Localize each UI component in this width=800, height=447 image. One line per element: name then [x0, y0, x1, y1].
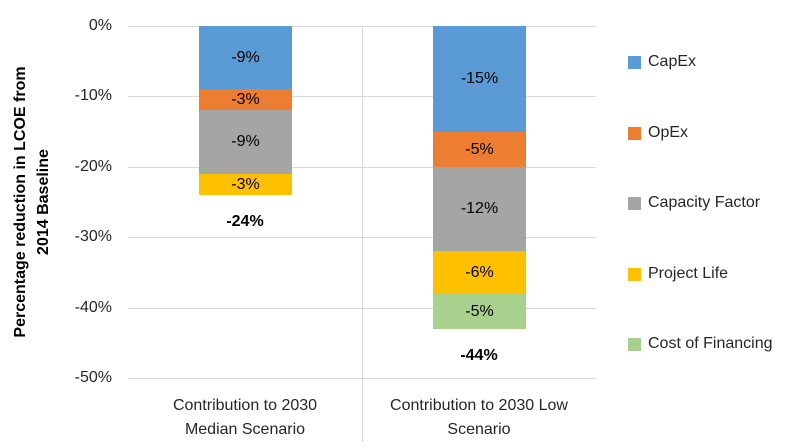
segment-label: -15% [460, 70, 499, 87]
bar-segment-capex: -15% [433, 26, 526, 132]
bar-segment-capex: -9% [199, 26, 292, 89]
legend-swatch [628, 267, 641, 281]
legend-label: CapEx [648, 53, 697, 70]
y-tick-label: -40% [74, 299, 112, 316]
y-tick-label: -50% [74, 369, 112, 386]
segment-label: -5% [465, 302, 494, 320]
bar-total-label: -24% [226, 213, 264, 230]
bar-segment-project-life: -6% [433, 251, 526, 294]
x-axis-category-label-line: Contribution to 2030 [172, 397, 318, 414]
segment-label: -9% [231, 48, 260, 66]
x-axis-category-label-line: Scenario [447, 421, 511, 438]
category-divider [362, 26, 363, 442]
y-tick-label: -20% [74, 158, 112, 175]
legend-label: Cost of Financing [648, 335, 773, 352]
bar-segment-opex: -3% [199, 89, 292, 110]
segment-label: -12% [460, 200, 499, 217]
legend-label: Project Life [648, 265, 729, 282]
legend-swatch [628, 55, 641, 69]
legend-swatch [628, 126, 641, 140]
x-axis-category-label: Contribution to 2030 Low Scenario [359, 394, 599, 442]
y-tick-label: -10% [74, 87, 112, 104]
legend-item-opex: OpEx [628, 123, 688, 143]
legend-item-capex: CapEx [628, 52, 696, 72]
legend-item-project-life: Project Life [628, 264, 728, 284]
x-axis-category-label-line: Median Scenario [184, 421, 306, 438]
legend-item-cost-of-financing: Cost of Financing [628, 334, 773, 354]
y-tick-label: 0% [88, 17, 112, 34]
legend-label: OpEx [648, 124, 689, 141]
segment-label: -3% [231, 90, 260, 108]
legend-item-capacity-factor: Capacity Factor [628, 193, 760, 213]
y-axis-title-line: Percentage reduction in LCOE from [12, 66, 29, 338]
bar-segment-capacity-factor: -9% [199, 110, 292, 174]
bar-segment-capacity-factor: -12% [433, 167, 526, 251]
segment-label: -3% [231, 175, 260, 193]
segment-label: -5% [465, 140, 494, 158]
segment-label: -9% [231, 133, 260, 150]
bar-segment-cost-of-financing: -5% [433, 294, 526, 329]
segment-label: -6% [465, 263, 494, 281]
bar-total-label: -44% [460, 347, 498, 364]
bar-segment-project-life: -3% [199, 174, 292, 195]
bar-segment-opex: -5% [433, 132, 526, 167]
y-tick-label: -30% [74, 228, 112, 245]
x-axis-category-label: Contribution to 2030 Median Scenario [125, 394, 365, 442]
legend-swatch [628, 196, 641, 210]
legend-swatch [628, 337, 641, 351]
legend-label: Capacity Factor [648, 194, 761, 211]
x-axis-category-label-line: Contribution to 2030 Low [390, 397, 568, 414]
